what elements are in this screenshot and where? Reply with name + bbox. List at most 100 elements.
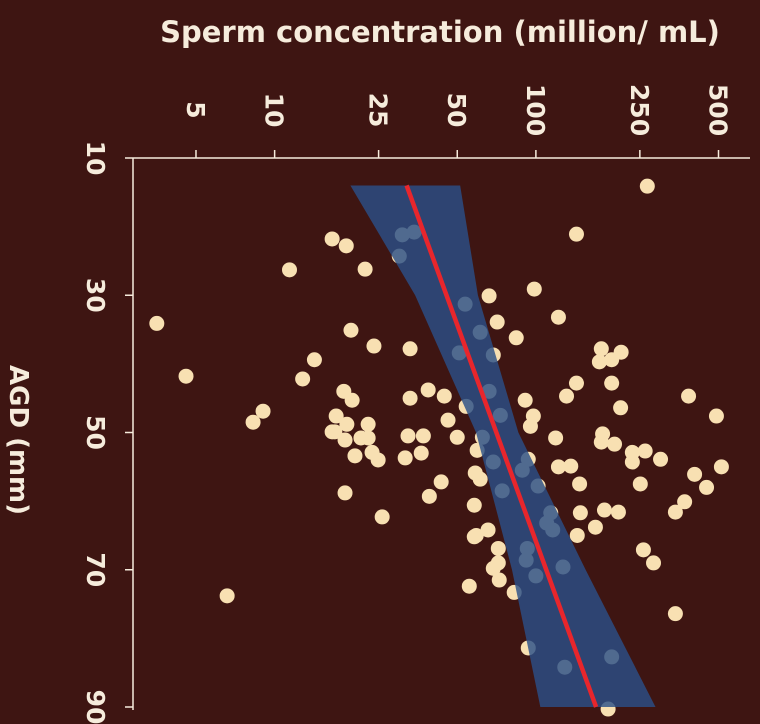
point (635, 542, 651, 558)
point (604, 375, 620, 391)
point (415, 428, 431, 444)
point (667, 606, 683, 622)
point (591, 354, 607, 370)
point (550, 459, 566, 475)
point (517, 392, 533, 408)
point (713, 459, 729, 475)
point (559, 388, 575, 404)
point (632, 476, 648, 492)
point (653, 451, 669, 467)
point (490, 540, 506, 556)
point (440, 412, 456, 428)
y-tick-label: 250 (625, 84, 654, 136)
point (637, 443, 653, 459)
point (436, 388, 452, 404)
point (681, 388, 697, 404)
point (353, 430, 369, 446)
point (400, 428, 416, 444)
x-tick-label: 70 (81, 552, 110, 587)
axis-label: AGD (mm) (3, 365, 33, 515)
point (639, 178, 655, 194)
point (699, 479, 715, 495)
point (491, 572, 507, 588)
point (593, 434, 609, 450)
point (610, 504, 626, 520)
point (466, 497, 482, 513)
point (306, 352, 322, 368)
point (569, 527, 585, 543)
point (568, 375, 584, 391)
y-tick-label: 5 (181, 101, 210, 118)
point (604, 352, 620, 368)
point (339, 416, 355, 432)
y-tick-label: 10 (260, 93, 289, 128)
point (413, 445, 429, 461)
point (480, 522, 496, 538)
point (343, 322, 359, 338)
point (646, 555, 662, 571)
y-tick-label: 500 (703, 84, 732, 136)
point (366, 338, 382, 354)
point (402, 390, 418, 406)
point (489, 314, 505, 330)
point (466, 529, 482, 545)
point (420, 382, 436, 398)
point (433, 474, 449, 490)
point (449, 429, 465, 445)
point (572, 476, 588, 492)
point (485, 560, 501, 576)
point (338, 238, 354, 254)
point (624, 454, 640, 470)
point (255, 403, 271, 419)
point (219, 588, 235, 604)
x-tick-label: 10 (81, 141, 110, 176)
point (550, 309, 566, 325)
point (667, 504, 683, 520)
point (563, 458, 579, 474)
point (397, 450, 413, 466)
point (587, 519, 603, 535)
point (360, 416, 376, 432)
point (508, 330, 524, 346)
point (613, 400, 629, 416)
point (708, 408, 724, 424)
point (526, 281, 542, 297)
point (347, 448, 363, 464)
x-tick-label: 50 (81, 415, 110, 450)
x-tick-label: 90 (81, 690, 110, 724)
point (370, 452, 386, 468)
point (324, 424, 340, 440)
point (522, 418, 538, 434)
point (687, 466, 703, 482)
y-tick-label: 25 (364, 93, 393, 128)
point (461, 578, 477, 594)
point (337, 432, 353, 448)
point (568, 226, 584, 242)
point (593, 341, 609, 357)
point (472, 471, 488, 487)
point (607, 436, 623, 452)
point (402, 341, 418, 357)
y-tick-label: 50 (442, 93, 471, 128)
point (337, 485, 353, 501)
y-tick-label: 100 (521, 84, 550, 136)
point (328, 408, 344, 424)
chart-title: Sperm concentration (million/ mL) (160, 15, 720, 49)
point (677, 494, 693, 510)
x-tick-label: 30 (81, 278, 110, 313)
point (245, 414, 261, 430)
fit-line (404, 184, 599, 708)
point (281, 262, 297, 278)
point (178, 368, 194, 384)
point (548, 430, 564, 446)
point (421, 488, 437, 504)
point (374, 509, 390, 525)
point (149, 315, 165, 331)
point (344, 392, 360, 408)
point (357, 261, 373, 277)
point (324, 231, 340, 247)
point (596, 502, 612, 518)
point (481, 288, 497, 304)
